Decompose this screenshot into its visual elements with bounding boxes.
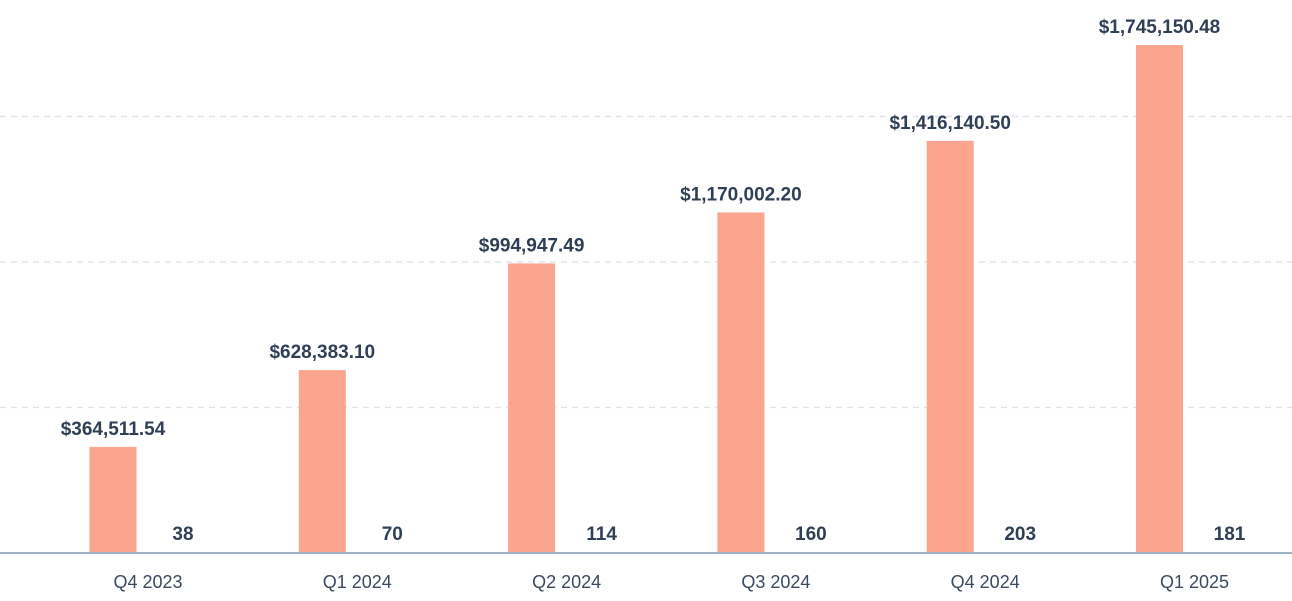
value-label-2: $628,383.10: [269, 342, 375, 363]
value-label-4: $1,170,002.20: [680, 184, 802, 205]
x-tick-label-2: Q1 2024: [323, 572, 392, 592]
count-label-3: 114: [586, 524, 617, 545]
count-label-4: 160: [795, 524, 827, 545]
chart-count-labels: 38 70 114 160 203 181: [172, 524, 1245, 545]
x-tick-label-4: Q3 2024: [741, 572, 810, 592]
x-tick-label-3: Q2 2024: [532, 572, 601, 592]
x-tick-label-5: Q4 2024: [951, 572, 1020, 592]
chart-gridlines: [0, 115, 1292, 409]
chart-bars: [89, 45, 1183, 553]
bar-1: [89, 446, 137, 553]
x-axis-tick-labels: Q4 2023 Q1 2024 Q2 2024 Q3 2024 Q4 2024 Q1 20…: [113, 572, 1229, 592]
x-tick-label-1: Q4 2023: [113, 572, 182, 592]
bar-2: [298, 370, 346, 553]
count-label-1: 38: [172, 524, 193, 545]
bar-5: [926, 140, 974, 553]
chart-value-labels: $364,511.54 $628,383.10 $994,947.49 $1,170,…: [61, 17, 1221, 440]
bar-6: [1136, 45, 1183, 553]
count-label-2: 70: [382, 524, 403, 545]
count-label-6: 181: [1214, 524, 1246, 545]
x-tick-label-6: Q1 2025: [1160, 572, 1229, 592]
value-label-6: $1,745,150.48: [1099, 17, 1221, 38]
value-label-1: $364,511.54: [61, 419, 166, 440]
value-label-3: $994,947.49: [479, 235, 585, 256]
bar-3: [508, 263, 556, 553]
value-label-5: $1,416,140.50: [889, 113, 1011, 134]
bar-4: [717, 212, 765, 553]
count-label-5: 203: [1004, 524, 1036, 545]
